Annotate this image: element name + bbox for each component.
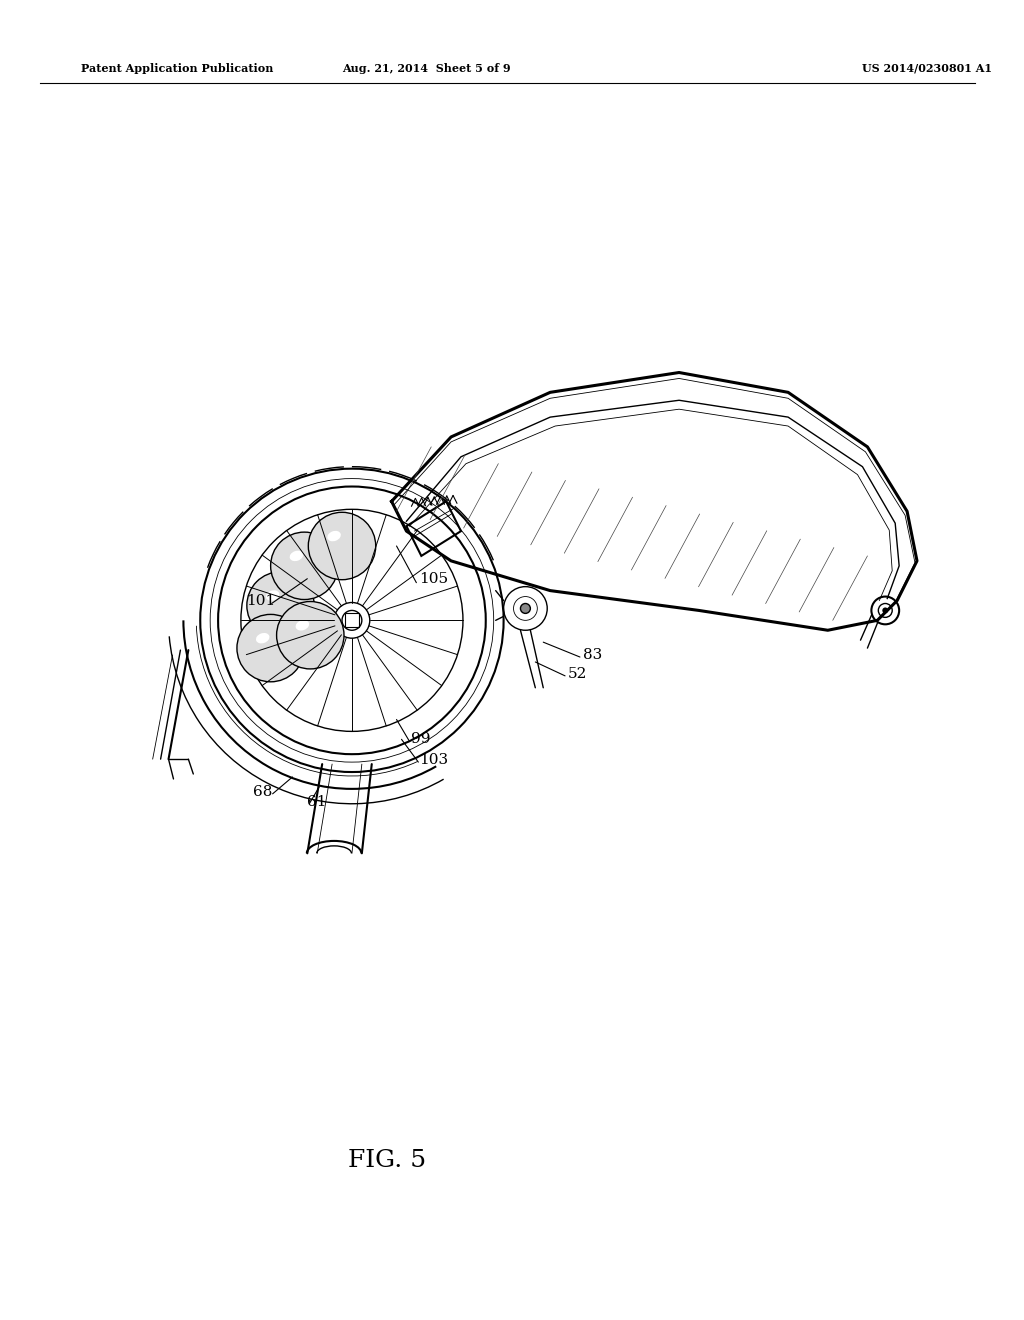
Circle shape (883, 607, 888, 614)
Ellipse shape (256, 634, 269, 643)
Text: Aug. 21, 2014  Sheet 5 of 9: Aug. 21, 2014 Sheet 5 of 9 (342, 62, 511, 74)
Text: 99: 99 (412, 733, 431, 746)
Circle shape (237, 614, 304, 682)
Circle shape (308, 512, 376, 579)
Text: 105: 105 (420, 572, 449, 586)
Text: 101: 101 (246, 594, 275, 607)
Text: 103: 103 (420, 754, 449, 767)
Text: FIG. 5: FIG. 5 (347, 1150, 426, 1172)
Text: Patent Application Publication: Patent Application Publication (81, 62, 273, 74)
Ellipse shape (290, 550, 303, 561)
Circle shape (276, 602, 344, 669)
Text: 52: 52 (568, 667, 588, 681)
Ellipse shape (328, 531, 341, 541)
Text: 61: 61 (307, 795, 327, 809)
Text: 68: 68 (253, 785, 272, 799)
Circle shape (247, 572, 314, 639)
Ellipse shape (296, 620, 309, 631)
Circle shape (520, 603, 530, 614)
Circle shape (270, 532, 338, 599)
Text: 83: 83 (583, 648, 602, 663)
Ellipse shape (266, 590, 280, 601)
Text: US 2014/0230801 A1: US 2014/0230801 A1 (862, 62, 992, 74)
